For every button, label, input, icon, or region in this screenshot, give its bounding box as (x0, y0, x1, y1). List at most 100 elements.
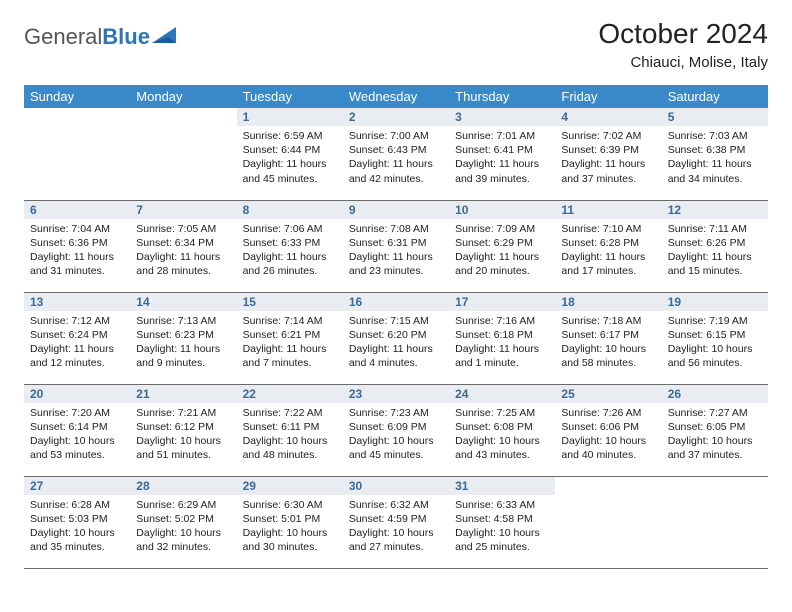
day-number: 8 (237, 201, 343, 219)
day-details: Sunrise: 7:23 AMSunset: 6:09 PMDaylight:… (343, 403, 449, 467)
sunset-text: Sunset: 6:38 PM (668, 143, 762, 157)
sunrise-text: Sunrise: 6:32 AM (349, 498, 443, 512)
day-number: 15 (237, 293, 343, 311)
day-details: Sunrise: 6:33 AMSunset: 4:58 PMDaylight:… (449, 495, 555, 559)
sunset-text: Sunset: 6:44 PM (243, 143, 337, 157)
day-number: 5 (662, 108, 768, 126)
weekday-header: Monday (130, 85, 236, 108)
daylight-text: Daylight: 10 hours and 45 minutes. (349, 434, 443, 462)
calendar-body: ....1Sunrise: 6:59 AMSunset: 6:44 PMDayl… (24, 108, 768, 568)
sunset-text: Sunset: 6:29 PM (455, 236, 549, 250)
day-number: 3 (449, 108, 555, 126)
calendar-day-cell: .. (662, 476, 768, 568)
day-number: 31 (449, 477, 555, 495)
day-details: Sunrise: 7:18 AMSunset: 6:17 PMDaylight:… (555, 311, 661, 375)
sunrise-text: Sunrise: 7:25 AM (455, 406, 549, 420)
day-details: Sunrise: 7:16 AMSunset: 6:18 PMDaylight:… (449, 311, 555, 375)
day-number: 23 (343, 385, 449, 403)
day-details: Sunrise: 6:32 AMSunset: 4:59 PMDaylight:… (343, 495, 449, 559)
daylight-text: Daylight: 11 hours and 15 minutes. (668, 250, 762, 278)
calendar-week-row: 20Sunrise: 7:20 AMSunset: 6:14 PMDayligh… (24, 384, 768, 476)
day-number: 11 (555, 201, 661, 219)
sunrise-text: Sunrise: 7:04 AM (30, 222, 124, 236)
day-details: Sunrise: 7:08 AMSunset: 6:31 PMDaylight:… (343, 219, 449, 283)
calendar-day-cell: 11Sunrise: 7:10 AMSunset: 6:28 PMDayligh… (555, 200, 661, 292)
sunset-text: Sunset: 5:02 PM (136, 512, 230, 526)
calendar-day-cell: 25Sunrise: 7:26 AMSunset: 6:06 PMDayligh… (555, 384, 661, 476)
sunrise-text: Sunrise: 7:13 AM (136, 314, 230, 328)
daylight-text: Daylight: 10 hours and 43 minutes. (455, 434, 549, 462)
sunrise-text: Sunrise: 7:00 AM (349, 129, 443, 143)
sunrise-text: Sunrise: 7:11 AM (668, 222, 762, 236)
daylight-text: Daylight: 11 hours and 45 minutes. (243, 157, 337, 185)
daylight-text: Daylight: 10 hours and 30 minutes. (243, 526, 337, 554)
daylight-text: Daylight: 11 hours and 28 minutes. (136, 250, 230, 278)
daylight-text: Daylight: 10 hours and 32 minutes. (136, 526, 230, 554)
sunrise-text: Sunrise: 7:21 AM (136, 406, 230, 420)
sunset-text: Sunset: 6:17 PM (561, 328, 655, 342)
day-details: Sunrise: 7:10 AMSunset: 6:28 PMDaylight:… (555, 219, 661, 283)
sunrise-text: Sunrise: 6:30 AM (243, 498, 337, 512)
calendar-day-cell: 14Sunrise: 7:13 AMSunset: 6:23 PMDayligh… (130, 292, 236, 384)
day-number: 2 (343, 108, 449, 126)
daylight-text: Daylight: 10 hours and 56 minutes. (668, 342, 762, 370)
day-number: 7 (130, 201, 236, 219)
sunset-text: Sunset: 6:12 PM (136, 420, 230, 434)
sunset-text: Sunset: 6:18 PM (455, 328, 549, 342)
day-number: 27 (24, 477, 130, 495)
location-label: Chiauci, Molise, Italy (598, 54, 768, 71)
calendar-day-cell: 10Sunrise: 7:09 AMSunset: 6:29 PMDayligh… (449, 200, 555, 292)
sunset-text: Sunset: 6:31 PM (349, 236, 443, 250)
daylight-text: Daylight: 11 hours and 1 minute. (455, 342, 549, 370)
daylight-text: Daylight: 10 hours and 40 minutes. (561, 434, 655, 462)
calendar-day-cell: 9Sunrise: 7:08 AMSunset: 6:31 PMDaylight… (343, 200, 449, 292)
sunset-text: Sunset: 6:11 PM (243, 420, 337, 434)
sunrise-text: Sunrise: 7:03 AM (668, 129, 762, 143)
day-details: Sunrise: 7:12 AMSunset: 6:24 PMDaylight:… (24, 311, 130, 375)
calendar-week-row: 13Sunrise: 7:12 AMSunset: 6:24 PMDayligh… (24, 292, 768, 384)
sunset-text: Sunset: 6:05 PM (668, 420, 762, 434)
daylight-text: Daylight: 11 hours and 37 minutes. (561, 157, 655, 185)
sunrise-text: Sunrise: 7:16 AM (455, 314, 549, 328)
day-details: Sunrise: 7:15 AMSunset: 6:20 PMDaylight:… (343, 311, 449, 375)
sunset-text: Sunset: 6:20 PM (349, 328, 443, 342)
daylight-text: Daylight: 11 hours and 12 minutes. (30, 342, 124, 370)
daylight-text: Daylight: 11 hours and 23 minutes. (349, 250, 443, 278)
day-details: Sunrise: 7:27 AMSunset: 6:05 PMDaylight:… (662, 403, 768, 467)
calendar-day-cell: .. (130, 108, 236, 200)
day-details: Sunrise: 7:20 AMSunset: 6:14 PMDaylight:… (24, 403, 130, 467)
page-title: October 2024 (598, 18, 768, 50)
sunset-text: Sunset: 6:21 PM (243, 328, 337, 342)
day-number: 20 (24, 385, 130, 403)
sunset-text: Sunset: 6:08 PM (455, 420, 549, 434)
day-details: Sunrise: 7:06 AMSunset: 6:33 PMDaylight:… (237, 219, 343, 283)
sunset-text: Sunset: 6:23 PM (136, 328, 230, 342)
sunrise-text: Sunrise: 7:05 AM (136, 222, 230, 236)
calendar-day-cell: 19Sunrise: 7:19 AMSunset: 6:15 PMDayligh… (662, 292, 768, 384)
sunrise-text: Sunrise: 7:14 AM (243, 314, 337, 328)
calendar-day-cell: 29Sunrise: 6:30 AMSunset: 5:01 PMDayligh… (237, 476, 343, 568)
brand-text: GeneralBlue (24, 24, 150, 50)
day-number: 26 (662, 385, 768, 403)
calendar-day-cell: 26Sunrise: 7:27 AMSunset: 6:05 PMDayligh… (662, 384, 768, 476)
sunset-text: Sunset: 4:59 PM (349, 512, 443, 526)
day-details: Sunrise: 7:03 AMSunset: 6:38 PMDaylight:… (662, 126, 768, 190)
calendar-day-cell: 22Sunrise: 7:22 AMSunset: 6:11 PMDayligh… (237, 384, 343, 476)
calendar-day-cell: 4Sunrise: 7:02 AMSunset: 6:39 PMDaylight… (555, 108, 661, 200)
sunrise-text: Sunrise: 7:26 AM (561, 406, 655, 420)
sunrise-text: Sunrise: 7:06 AM (243, 222, 337, 236)
daylight-text: Daylight: 11 hours and 7 minutes. (243, 342, 337, 370)
calendar-day-cell: 27Sunrise: 6:28 AMSunset: 5:03 PMDayligh… (24, 476, 130, 568)
daylight-text: Daylight: 11 hours and 20 minutes. (455, 250, 549, 278)
sunset-text: Sunset: 6:34 PM (136, 236, 230, 250)
daylight-text: Daylight: 10 hours and 35 minutes. (30, 526, 124, 554)
sunrise-text: Sunrise: 7:15 AM (349, 314, 443, 328)
sunrise-text: Sunrise: 7:22 AM (243, 406, 337, 420)
sunrise-text: Sunrise: 7:09 AM (455, 222, 549, 236)
title-block: October 2024 Chiauci, Molise, Italy (598, 18, 768, 71)
daylight-text: Daylight: 11 hours and 39 minutes. (455, 157, 549, 185)
day-details: Sunrise: 7:13 AMSunset: 6:23 PMDaylight:… (130, 311, 236, 375)
day-number: 1 (237, 108, 343, 126)
calendar-day-cell: .. (555, 476, 661, 568)
sunset-text: Sunset: 6:41 PM (455, 143, 549, 157)
